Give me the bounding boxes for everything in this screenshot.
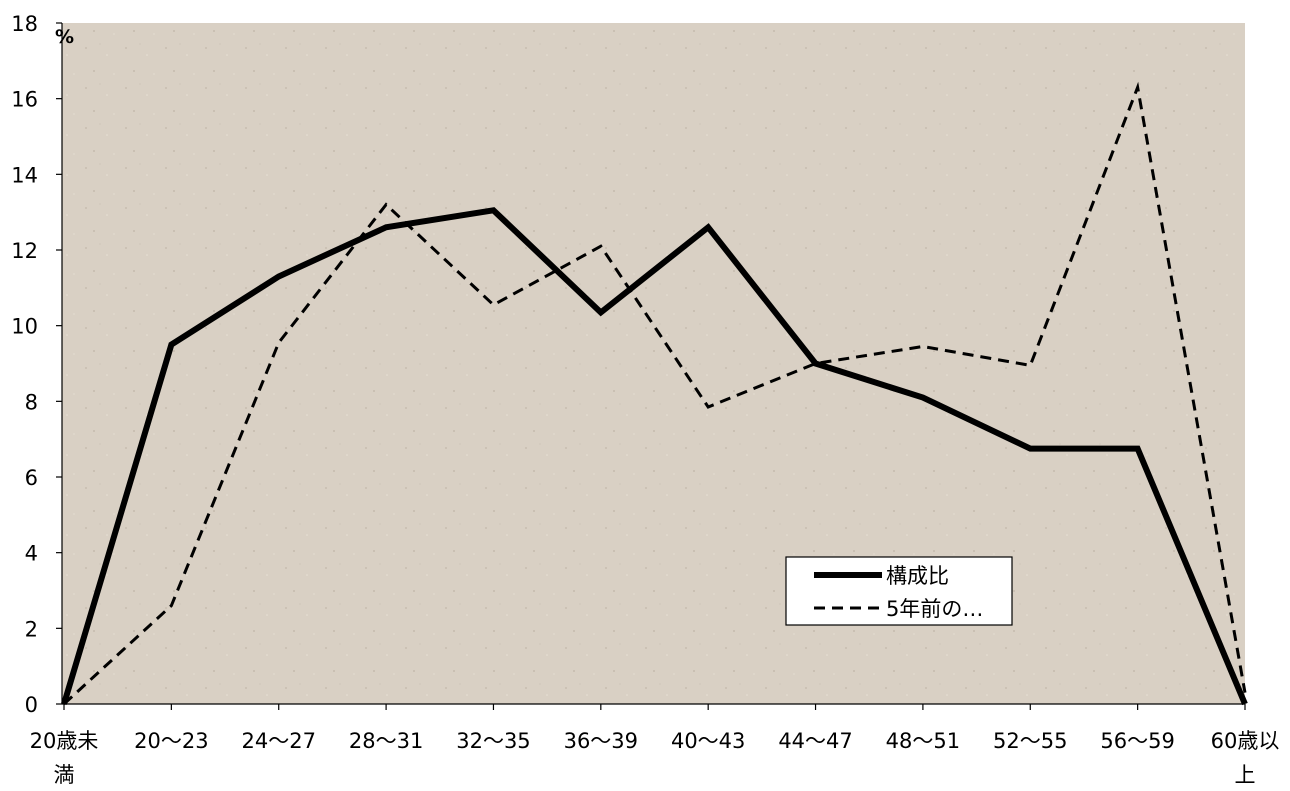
- y-tick-label: 2: [25, 617, 38, 641]
- x-tick-label: 48～51: [886, 729, 960, 753]
- x-tick-label: 40～43: [671, 729, 745, 753]
- x-tick-label: 32～35: [456, 729, 530, 753]
- x-tick-label: 60歳以: [1211, 729, 1280, 753]
- x-tick-label: 上: [1235, 763, 1256, 787]
- legend-box: [785, 556, 1013, 626]
- y-tick-label: 6: [25, 466, 38, 490]
- y-tick-label: 12: [11, 239, 38, 263]
- y-tick-label: 16: [11, 88, 38, 112]
- y-tick-label: 18: [11, 12, 38, 36]
- y-tick-label: 0: [25, 693, 38, 717]
- series-layer: [61, 81, 1248, 706]
- y-tick-label: 14: [11, 163, 38, 187]
- y-unit-label: %: [55, 26, 74, 48]
- x-tick-label: 20～23: [134, 729, 208, 753]
- x-tick-label: 44～47: [778, 729, 852, 753]
- y-tick-label: 8: [25, 390, 38, 414]
- x-tick-label: 28～31: [349, 729, 423, 753]
- x-tick-label: 満: [54, 763, 75, 787]
- x-tick-label: 20歳未: [30, 729, 99, 753]
- x-tick-label: 52～55: [993, 729, 1067, 753]
- legend-label-1: 構成比: [886, 564, 949, 588]
- legend-label-2: 5年前の…: [886, 597, 983, 621]
- y-tick-label: 10: [11, 315, 38, 339]
- series-line-1: [61, 207, 1248, 706]
- y-tick-label: 4: [25, 542, 38, 566]
- x-tick-label: 24～27: [242, 729, 316, 753]
- legend: 構成比 5年前の…: [785, 556, 1013, 626]
- plot-area: [62, 23, 1245, 704]
- series-line-2: [62, 81, 1247, 706]
- x-tick-label: 56～59: [1100, 729, 1174, 753]
- x-tick-label: 36～39: [564, 729, 638, 753]
